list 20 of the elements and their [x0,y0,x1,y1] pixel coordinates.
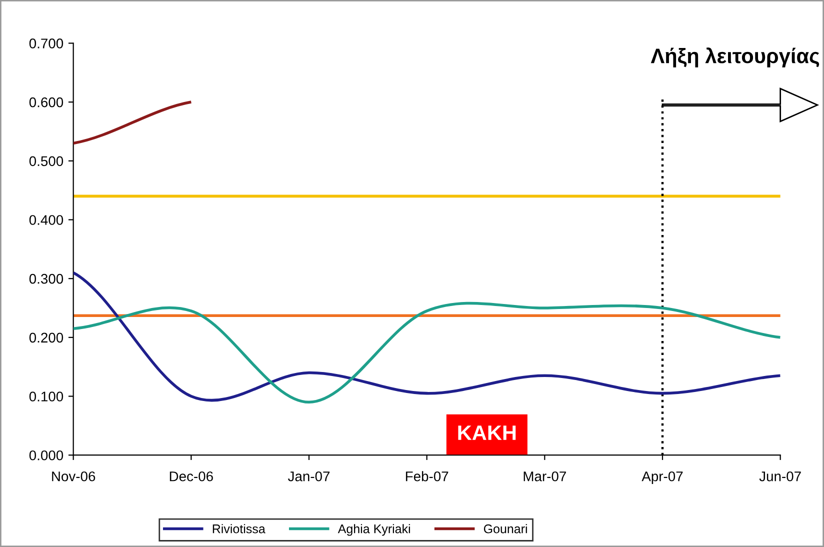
x-tick-label: Feb-07 [406,471,448,482]
x-tick-label: Nov-06 [52,471,96,482]
annotation: Λήξη λειτουργίας [650,47,820,68]
legend-label: Aghia Kyriaki [338,524,410,536]
annotation: KAKH [458,426,516,440]
y-tick-label: 0.100 [29,392,64,402]
y-tick-label: 0.500 [29,156,64,166]
x-tick-label: Jun-07 [759,471,801,482]
y-tick-label: 0.200 [29,332,64,343]
y-tick-label: 0.600 [29,97,64,108]
legend-label: Riviotissa [212,524,266,534]
x-tick-label: Mar-07 [524,471,566,482]
y-tick-label: 0.700 [29,38,64,48]
x-tick-label: Apr-07 [642,471,683,484]
y-tick-label: 0.400 [29,215,64,225]
y-tick-label: 0.000 [29,450,64,460]
x-tick-label: Dec-06 [170,471,213,482]
legend-label: Gounari [484,524,527,534]
x-tick-label: Jan-07 [288,471,330,482]
y-tick-label: 0.300 [29,274,64,284]
